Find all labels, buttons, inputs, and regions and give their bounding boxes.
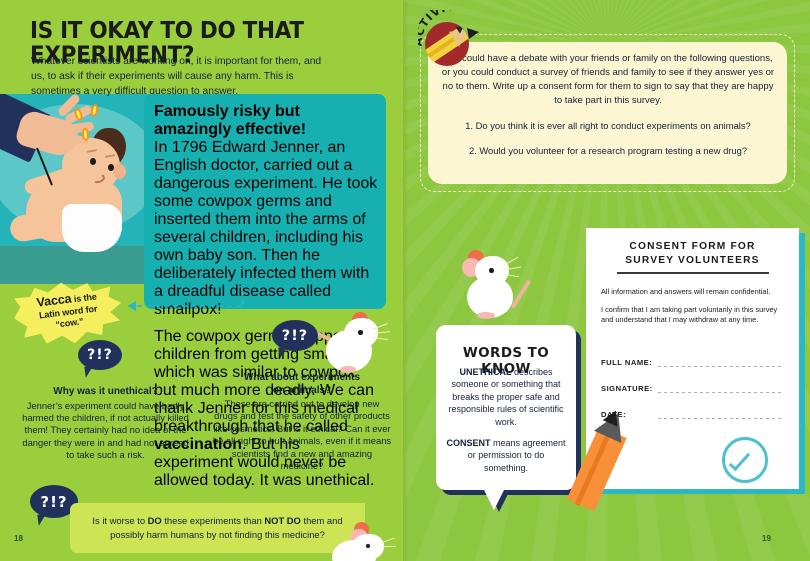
words-to-know-tail	[483, 488, 505, 510]
mouse-foot	[340, 366, 356, 373]
mouse-eye	[366, 544, 370, 548]
intro-paragraph: Whatever scientists are working on, it i…	[31, 56, 322, 97]
form-title-line1: CONSENT FORM FOR	[629, 241, 756, 252]
consent-form-para-1: All information and answers will remain …	[601, 287, 771, 296]
consent-form-para-2: I confirm that I am taking part voluntar…	[601, 305, 778, 325]
baby-eye-left	[90, 158, 96, 165]
question-block-unethical: Why was it unethical? Jenner’s experimen…	[18, 386, 193, 462]
mouse-foot	[477, 312, 495, 319]
jenner-p2-after: . But his experiment would never be allo…	[154, 436, 375, 489]
form-input-signature[interactable]	[658, 392, 783, 393]
activity-content: You could have a debate with your friend…	[438, 52, 778, 158]
page-number-left: 18	[14, 534, 23, 543]
bottom-question-strip: Is it worse to DO these experiments than…	[70, 503, 365, 553]
speech-bubble-icon-2: ?!?	[272, 320, 318, 351]
svg-text:ACTIVITY: ACTIVITY	[418, 10, 466, 47]
activity-question-2: 2. Would you volunteer for a research pr…	[468, 145, 748, 157]
vaccination-illustration	[0, 94, 160, 284]
baby-eye-right	[108, 164, 114, 171]
jenner-paragraph-1: Famously risky but amazingly effective! …	[154, 103, 378, 319]
form-label-full-name: FULL NAME:	[601, 358, 653, 367]
mouse-illustration-1	[314, 308, 402, 374]
question-block-animals: What about experiments on animals? These…	[212, 372, 392, 472]
baby-ear	[113, 164, 126, 179]
strip-part2: these experiments than	[161, 515, 265, 527]
animals-heading-line2: on animals?	[272, 384, 332, 396]
activity-badge-label: ACTIVITY	[418, 10, 466, 47]
mouse-illustration-4	[455, 248, 535, 320]
jenner-paragraph-2: The cowpox germs stopped the children fr…	[154, 328, 378, 490]
form-input-full-name[interactable]	[658, 366, 783, 367]
checkmark-circle-icon	[722, 437, 768, 483]
animals-heading-line1: What about experiments	[243, 372, 361, 383]
activity-badge-icon	[425, 22, 469, 66]
book-gutter	[403, 0, 407, 561]
mouse-illustration-2	[330, 520, 400, 561]
consent-form-title: CONSENT FORM FOR SURVEY VOLUNTEERS	[596, 240, 789, 268]
dashed-arrow	[128, 292, 244, 311]
form-label-date: DATE:	[601, 410, 627, 419]
question-heading-unethical: Why was it unethical?	[53, 386, 158, 397]
mouse-eye	[358, 330, 363, 335]
term-unethical: UNETHICAL	[459, 367, 512, 377]
words-to-know-title: WORDS TO KNOW	[462, 345, 550, 377]
mouse-whisker-2	[373, 331, 391, 335]
baby-diaper	[62, 204, 122, 252]
mouse-whisker-2	[380, 545, 397, 548]
words-to-know-body: UNETHICAL describes someone or something…	[446, 366, 566, 474]
strip-bold-do: DO	[147, 515, 162, 527]
jenner-story-panel	[144, 94, 386, 309]
badge-arrow-icon	[467, 28, 479, 39]
strip-bold-notdo: NOT DO	[264, 515, 301, 527]
jenner-p2-before: The cowpox germs stopped the children fr…	[154, 328, 378, 435]
strip-part3: them and possibly harm humans by not fin…	[110, 515, 343, 540]
question-body-unethical: Jenner’s experiment could have badly har…	[22, 399, 189, 461]
vacca-line3: “cow.”	[54, 316, 85, 330]
speech-bubble-icon-1: ?!?	[78, 340, 122, 370]
mouse-tail	[510, 279, 532, 309]
form-label-signature: SIGNATURE:	[601, 384, 653, 393]
activity-question-1: 1. Do you think it is ever all right to …	[465, 120, 751, 132]
illustration-floor	[0, 246, 160, 284]
def-consent: means agreement or permission to do some…	[467, 438, 566, 473]
activity-dashed-border	[420, 34, 795, 192]
mouse-whisker-1	[380, 537, 395, 544]
activity-intro: You could have a debate with your friend…	[441, 53, 775, 107]
consent-form-divider	[617, 272, 769, 274]
definition-unethical: UNETHICAL describes someone or something…	[446, 366, 566, 428]
jenner-heading: Famously risky but amazingly effective!	[154, 103, 307, 138]
page-number-right: 19	[762, 534, 771, 543]
form-title-line2: SURVEY VOLUNTEERS	[625, 255, 760, 267]
term-consent: CONSENT	[446, 438, 491, 449]
vaccination-term: vaccination	[154, 436, 243, 453]
words-to-know-card	[436, 325, 576, 490]
jenner-paragraph-1-body: In 1796 Edward Jenner, an English doctor…	[154, 139, 378, 318]
form-input-date[interactable]	[658, 418, 783, 419]
mouse-eye	[489, 268, 494, 273]
question-heading-animals: What about experiments on animals?	[212, 372, 392, 397]
strip-part1: Is it worse to	[92, 515, 148, 527]
activity-card	[428, 42, 787, 184]
bottom-question-text: Is it worse to DO these experiments than…	[84, 514, 351, 541]
jenner-story-text: Famously risky but amazingly effective! …	[154, 103, 378, 490]
question-body-animals: These are carried out to develop new dru…	[212, 398, 392, 472]
definition-consent: CONSENT means agreement or permission to…	[446, 437, 566, 474]
page-title: IS IT OKAY TO DO THAT EXPERIMENT?	[30, 17, 304, 69]
vacca-rest: is the	[70, 291, 98, 305]
def-unethical: describes someone or something that brea…	[448, 367, 564, 427]
